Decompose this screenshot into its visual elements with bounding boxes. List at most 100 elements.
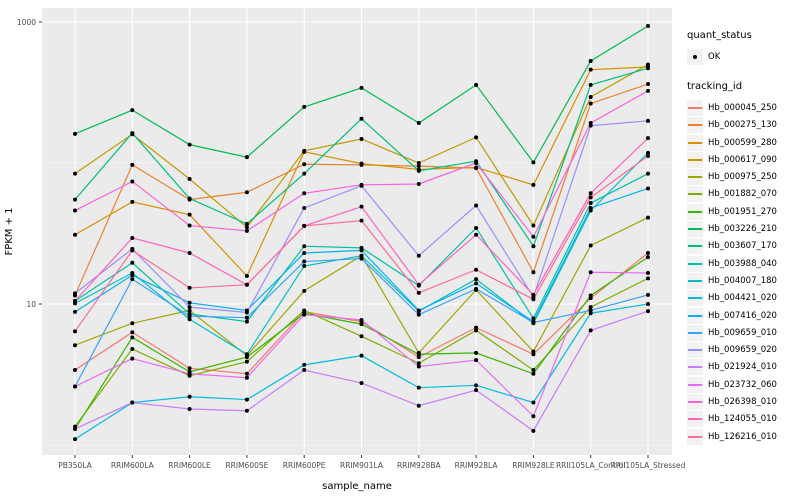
legend-key-box [687,169,703,186]
data-point [646,154,650,159]
data-point [302,223,307,228]
data-point [531,316,536,321]
legend: quant_status OK tracking_id Hb_000045_25… [687,30,799,462]
legend-item-label: Hb_001951_270 [708,206,777,217]
data-point [187,300,192,305]
legend-item-Hb_007416_020: Hb_007416_020 [687,307,799,324]
data-point [73,208,77,213]
legend-item-label: Hb_004421_020 [708,293,777,304]
data-point [531,371,536,376]
legend-item-label: Hb_003226_210 [708,224,777,235]
data-point [531,223,536,228]
data-point [646,302,650,306]
legend-item-label: Hb_023732_060 [708,379,777,390]
data-point [416,181,421,186]
legend-item-label: Hb_126216_010 [708,431,777,442]
data-point [646,255,650,260]
legend-key-box [687,290,703,307]
data-point [130,273,135,278]
data-point [302,308,307,313]
data-point [302,244,307,249]
data-point [244,228,249,233]
legend-item-label: Hb_021924_010 [708,362,777,373]
data-point [416,361,421,366]
data-point [244,359,249,364]
data-point [73,131,77,136]
data-point [73,171,77,176]
point-marker-icon [693,54,697,59]
data-point [646,292,650,297]
data-point [302,171,307,176]
series-color-line-icon [688,383,702,386]
data-point [474,232,479,237]
data-point [416,253,421,258]
legend-key-box [687,272,703,289]
data-point [359,161,364,166]
data-point [359,248,364,253]
series-color-line-icon [688,418,702,421]
data-point [302,205,307,210]
data-point [130,321,135,326]
data-point [474,358,479,363]
data-point [359,218,364,223]
data-point [302,162,307,167]
plot-panel [42,8,672,455]
data-point [416,308,421,313]
data-point [359,334,364,339]
data-point [474,281,479,286]
data-point [646,276,650,281]
data-point [646,66,650,71]
x-axis-title: sample_name [322,481,392,492]
data-point [416,168,421,173]
data-point [130,162,135,167]
data-point [531,297,536,302]
data-point [187,223,192,228]
data-point [187,250,192,255]
legend-key-box [687,307,703,324]
legend-key-box [687,359,703,376]
legend-item-label: Hb_000975_250 [708,172,777,183]
data-point [474,277,479,282]
legend-item-label: Hb_000599_280 [708,137,777,148]
data-point [588,243,593,248]
data-point [646,88,650,93]
y-tick-label: 1000 [17,18,36,27]
data-point [187,308,192,313]
data-point [646,118,650,123]
data-point [416,385,421,390]
data-point [588,82,593,87]
series-color-line-icon [688,314,702,317]
legend-key-box [687,117,703,134]
legend-item-label: Hb_003607_170 [708,241,777,252]
data-point [531,400,536,405]
data-point [73,437,77,442]
data-point [130,235,135,240]
data-point [244,397,249,402]
data-point [244,319,249,324]
data-point [130,131,135,136]
data-point [474,135,479,140]
legend-item-Hb_009659_010: Hb_009659_010 [687,324,799,341]
data-point [474,161,479,165]
legend-key-box [687,255,703,272]
data-point [531,244,536,249]
data-point [416,312,421,317]
data-point [531,414,536,419]
data-point [474,383,479,388]
data-point [531,368,536,373]
legend-item-Hb_004007_180: Hb_004007_180 [687,272,799,289]
data-point [73,384,77,389]
x-tick-label: RRIM928LE [512,461,555,470]
data-point [130,199,135,204]
data-point [474,203,479,208]
legend-item-label: Hb_009659_010 [708,327,777,338]
data-point [187,314,192,319]
data-point [302,259,307,264]
data-point [588,201,593,206]
legend-item-label: Hb_001882_070 [708,189,777,200]
data-point [130,400,135,405]
data-point [474,165,479,170]
x-tick-label: RRIM600LA [111,461,155,470]
series-color-line-icon [688,331,702,334]
series-color-line-icon [688,435,702,438]
